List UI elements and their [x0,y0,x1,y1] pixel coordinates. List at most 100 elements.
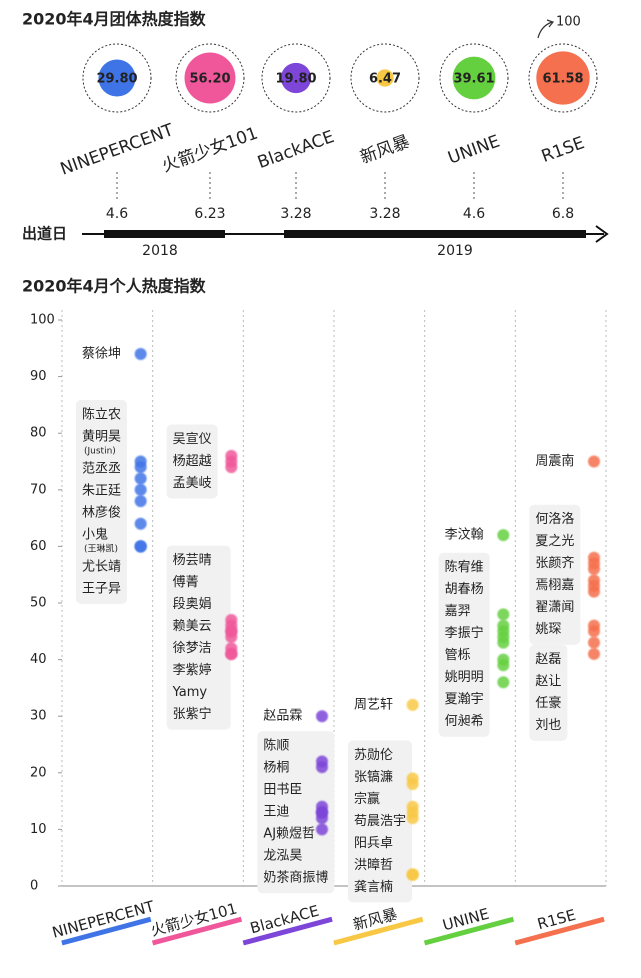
y-tick-label: 20 [30,765,47,780]
category-underline [514,916,605,946]
member-name: 杨超越 [173,454,212,469]
timeline-2018 [104,230,225,238]
member-dot [225,647,238,660]
member-dot [588,585,600,598]
member-name: 杨芸晴 [173,552,212,568]
member-name: 洪暲哲 [354,858,393,873]
member-dot [225,630,238,643]
y-tick-label: 70 [30,482,47,497]
reference-circle [175,43,245,113]
y-tick-label: 50 [30,596,47,611]
member-name: 宗赢 [354,791,380,807]
group-title: 2020年4月团体热度指数 [22,10,207,29]
member-name: 徐梦洁 [173,641,212,656]
category-underline [242,916,333,946]
member-name: AJ赖煜哲 [263,827,315,842]
member-dot [588,625,600,638]
member-name: 赖美云 [173,619,212,634]
reference-circle [528,43,598,113]
bubble-label: 6.47 [369,72,401,87]
bubble [376,69,394,87]
member-name: 何洛洛 [535,511,574,527]
member-name: 朱正廷 [82,483,121,498]
member-name: 何昶希 [445,713,484,729]
member-name: 奶茶商振博 [263,870,328,886]
member-name: 张颜齐 [535,555,574,571]
name-box [529,644,568,741]
member-name: 陈宥维 [445,559,484,575]
member-name: 小鬼 [82,526,108,542]
member-name: 姚明明 [445,670,484,685]
debut-date: 4.6 [463,206,485,222]
member-dot [225,461,238,474]
bubble-label: 56.20 [189,72,230,87]
member-dot [406,868,419,881]
member-name: 焉栩嘉 [535,578,574,593]
member-name: 周震南 [535,453,574,469]
member-name: 张镐濂 [354,769,393,785]
member-dot [406,812,419,825]
member-dot [134,517,147,530]
member-dot [134,540,147,553]
member-dot [588,647,600,660]
y-tick-label: 80 [30,426,47,441]
y-tick-label: 90 [30,369,47,384]
member-name: 孟美岐 [173,476,212,491]
member-name: 嘉羿 [445,604,471,619]
group-name: 新风暴 [358,132,413,168]
member-name: 张紫宁 [173,706,212,722]
member-name: 姚琛 [535,622,561,637]
year-label: 2019 [437,243,473,259]
timeline-label: 出道日 [22,225,67,243]
member-name: 田书臣 [263,783,302,798]
group-name: 火箭少女101 [159,123,260,176]
member-name: 任豪 [535,695,561,711]
member-name: 李汶翰 [445,527,484,543]
member-dot [134,472,147,485]
debut-date: 6.23 [194,206,225,222]
name-box [166,545,231,730]
bubble-label: 29.80 [96,72,137,87]
member-name: Yamy [172,685,208,700]
member-dot [134,495,147,508]
member-note: (Justin) [84,446,116,456]
name-box [438,552,490,737]
member-name: 刘也 [535,718,561,733]
member-name: 阳兵卓 [354,836,393,851]
bubble-label: 39.61 [453,72,494,87]
member-dot [134,461,147,474]
member-dot [316,812,328,825]
member-name: 赵让 [535,674,561,689]
member-name: 王子异 [82,581,121,596]
member-name: 夏之光 [535,534,574,549]
group-name: NINEPERCENT [58,120,177,180]
debut-date: 6.8 [552,206,574,222]
x-category: UNINE [423,905,515,946]
member-dot [497,608,510,621]
category-underline [61,916,152,946]
debut-date: 4.6 [106,206,128,222]
reference-circle [350,43,420,113]
reference-label: 100 [556,15,581,30]
member-name: 赵品霖 [263,709,302,724]
category-underline [333,916,424,946]
x-category: R1SE [514,906,605,946]
member-dot [406,778,419,791]
group-name: R1SE [539,133,587,167]
y-tick-label: 100 [30,313,55,328]
member-name: 翟潇闻 [535,600,574,615]
y-tick-label: 60 [30,539,47,554]
member-name: 夏瀚宇 [445,692,484,707]
name-box [348,740,412,903]
member-dot [134,483,147,496]
bubble-label: 19.80 [275,72,316,87]
bubble [98,59,136,97]
bubble-label: 61.58 [542,72,583,87]
x-category: 新风暴 [333,905,424,946]
member-name: 李紫婷 [173,662,212,678]
member-name: 傅菁 [173,575,199,590]
member-dot [588,563,600,576]
bubble [452,56,496,100]
member-name: 王迪 [263,805,289,820]
